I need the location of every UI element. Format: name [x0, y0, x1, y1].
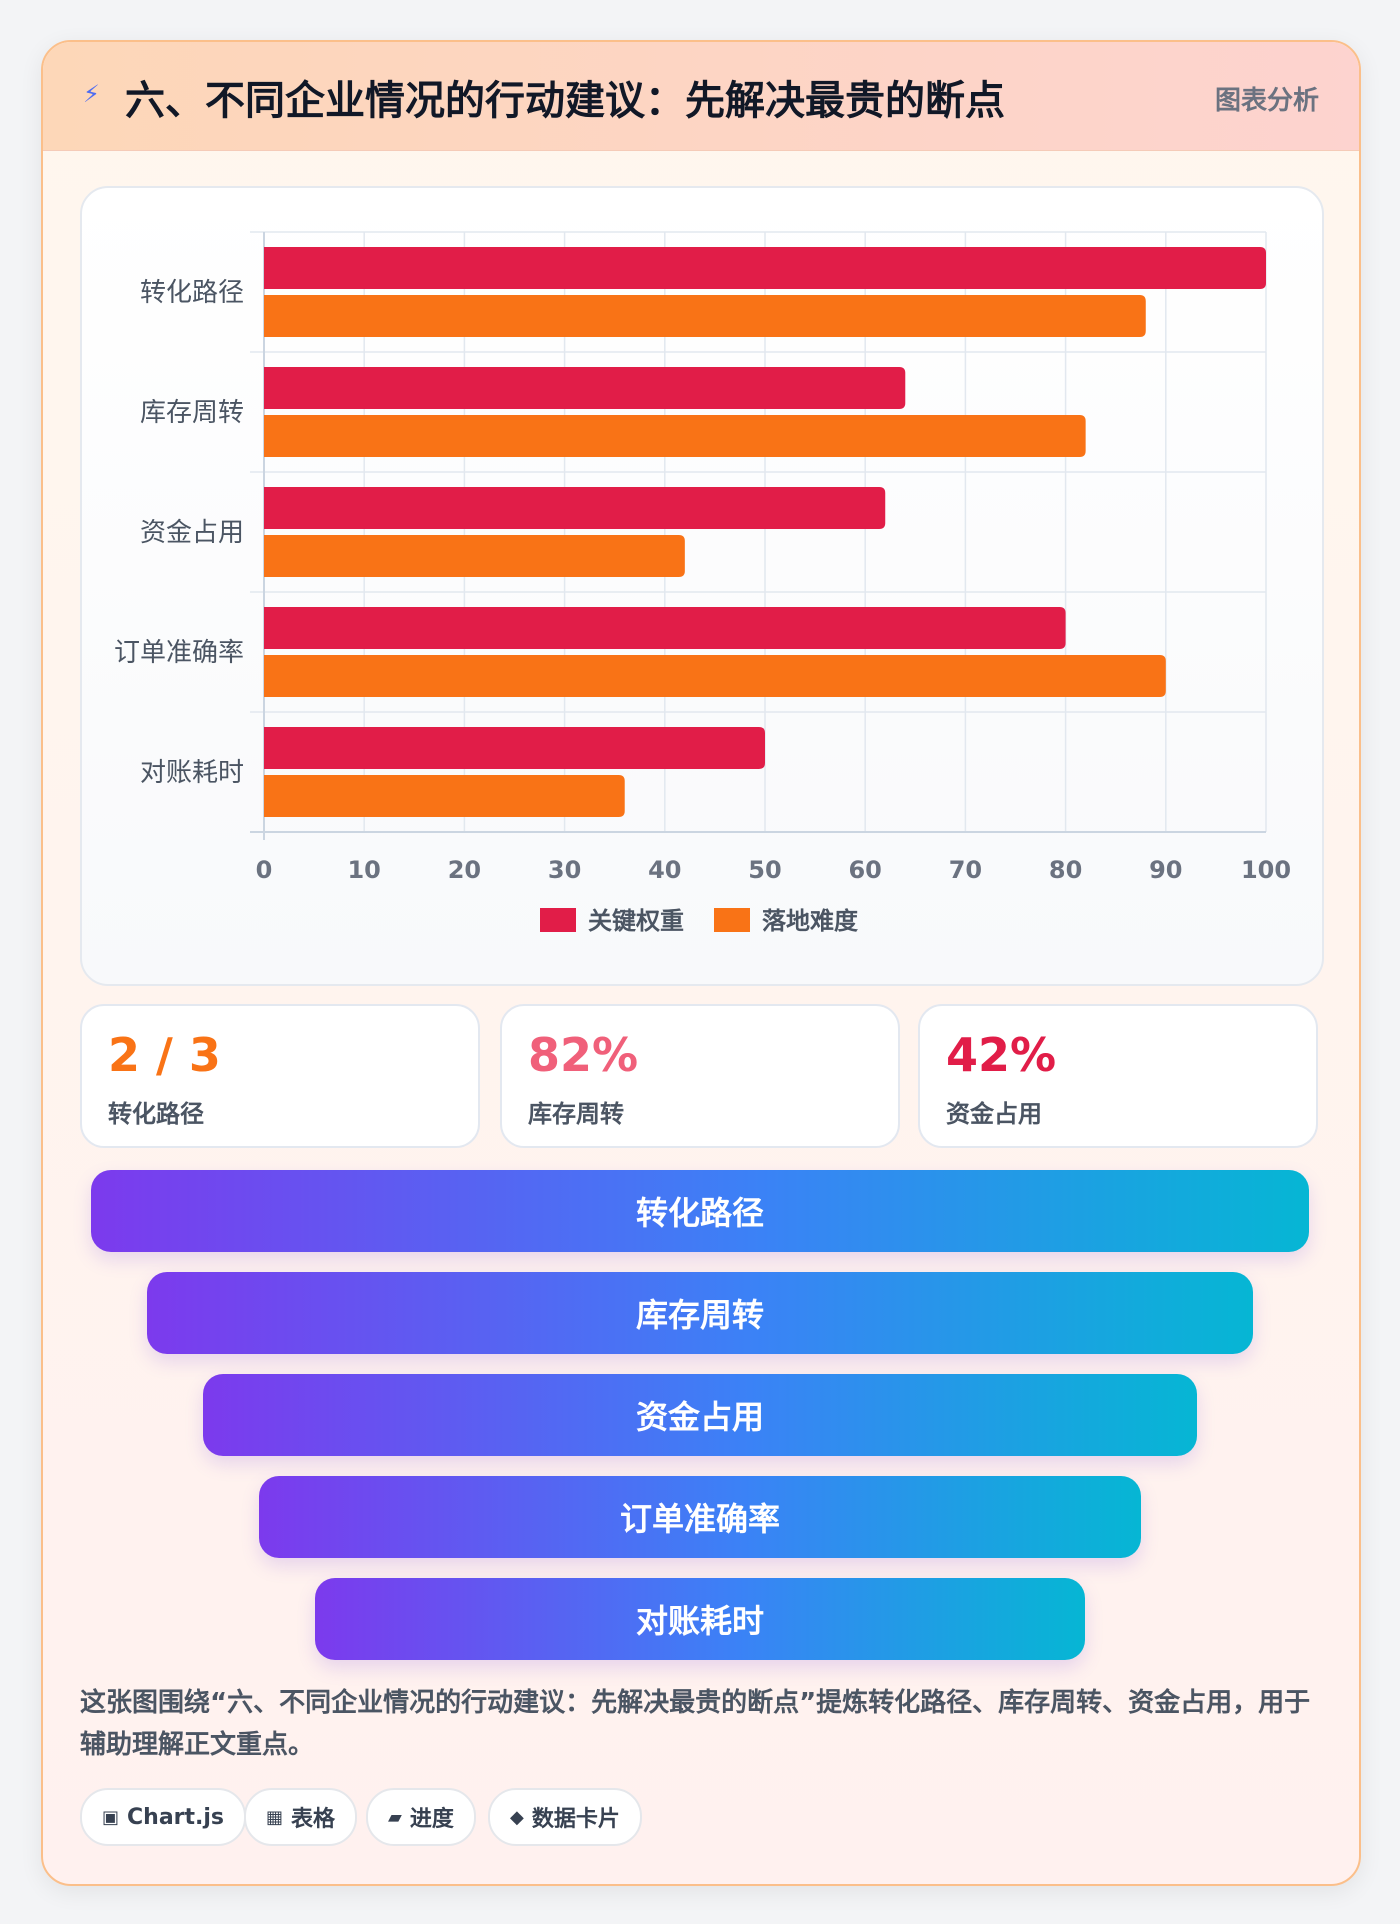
funnel-step-5: 对账耗时: [315, 1578, 1085, 1660]
legend-label: 关键权重: [588, 907, 684, 935]
grid-icon: ▦: [266, 1806, 284, 1828]
stat-value: 2 / 3: [108, 1028, 221, 1082]
bar-difficulty: [264, 655, 1166, 697]
tag-label: 数据卡片: [531, 1807, 620, 1832]
bar-difficulty: [264, 415, 1086, 457]
x-tick-label: 90: [1149, 856, 1182, 884]
progress-icon: ▰: [388, 1806, 402, 1828]
tag-data-card[interactable]: ◆ 数据卡片: [488, 1788, 642, 1846]
bar-key-weight: [264, 487, 886, 529]
tag-table[interactable]: ▦ 表格: [244, 1788, 358, 1846]
diamond-icon: ◆: [510, 1806, 524, 1828]
page-title: 六、不同企业情况的行动建议：先解决最贵的断点: [125, 78, 1005, 124]
x-tick-label: 40: [648, 856, 681, 884]
x-tick-label: 80: [1049, 856, 1082, 884]
bar-key-weight: [264, 727, 765, 769]
square-icon: ▣: [102, 1806, 120, 1828]
bar-key-weight: [264, 247, 1266, 289]
x-tick-label: 0: [256, 856, 273, 884]
chart-card: ⚡ 六、不同企业情况的行动建议：先解决最贵的断点 图表分析 0 10 20 30 40 5…: [41, 40, 1361, 1886]
lightning-icon: ⚡: [83, 80, 100, 108]
card-header: ⚡ 六、不同企业情况的行动建议：先解决最贵的断点 图表分析: [43, 42, 1359, 151]
tag-chartjs[interactable]: ▣ Chart.js: [80, 1788, 247, 1846]
tag-label: Chart.js: [127, 1804, 225, 1830]
legend-swatch: [714, 908, 750, 932]
chart-analysis-badge: 图表分析: [1214, 86, 1319, 116]
x-tick-label: 70: [949, 856, 982, 884]
bar-key-weight: [264, 367, 906, 409]
stat-card-2: 82% 库存周转: [500, 1004, 900, 1148]
funnel-step-2: 库存周转: [147, 1272, 1253, 1354]
stat-label: 转化路径: [108, 1100, 204, 1128]
x-tick-label: 20: [448, 856, 481, 884]
funnel-step-1: 转化路径: [91, 1170, 1309, 1252]
x-tick-label: 30: [548, 856, 581, 884]
y-category-label: 对账耗时: [140, 758, 244, 788]
tag-label: 表格: [291, 1807, 336, 1832]
bar-difficulty: [264, 775, 625, 817]
y-category-label: 订单准确率: [114, 638, 244, 668]
bar-chart-panel: 0 10 20 30 40 50 60 70 80 90 100 转化路径库存周转资金占用订单准确率对…: [80, 186, 1324, 986]
bar-chart: 0 10 20 30 40 50 60 70 80 90 100 转化路径库存周转资金占用订单准确率对…: [114, 231, 1291, 935]
tag-label: 进度: [409, 1807, 454, 1832]
x-tick-label: 60: [848, 856, 881, 884]
stat-card-3: 42% 资金占用: [918, 1004, 1318, 1148]
stat-label: 库存周转: [528, 1100, 624, 1128]
legend-swatch: [540, 908, 576, 932]
stat-card-1: 2 / 3 转化路径: [80, 1004, 480, 1148]
stat-label: 资金占用: [946, 1100, 1042, 1128]
stat-value: 42%: [946, 1028, 1057, 1082]
y-category-label: 资金占用: [140, 518, 244, 548]
y-category-label: 转化路径: [140, 278, 244, 308]
tag-progress[interactable]: ▰ 进度: [366, 1788, 476, 1846]
funnel-step-4: 订单准确率: [259, 1476, 1141, 1558]
funnel-step-3: 资金占用: [203, 1374, 1197, 1456]
x-tick-label: 100: [1241, 856, 1291, 884]
x-tick-label: 50: [748, 856, 781, 884]
chart-description: 这张图围绕“六、不同企业情况的行动建议：先解决最贵的断点”提炼转化路径、库存周转…: [80, 1688, 1311, 1760]
bar-difficulty: [264, 295, 1146, 337]
bar-difficulty: [264, 535, 685, 577]
bar-key-weight: [264, 607, 1066, 649]
y-category-label: 库存周转: [140, 398, 244, 428]
stat-cards: 2 / 3 转化路径 82% 库存周转 42% 资金占用: [80, 1004, 1320, 1148]
stat-value: 82%: [528, 1028, 639, 1082]
legend-label: 落地难度: [762, 907, 859, 935]
x-tick-label: 10: [347, 856, 380, 884]
